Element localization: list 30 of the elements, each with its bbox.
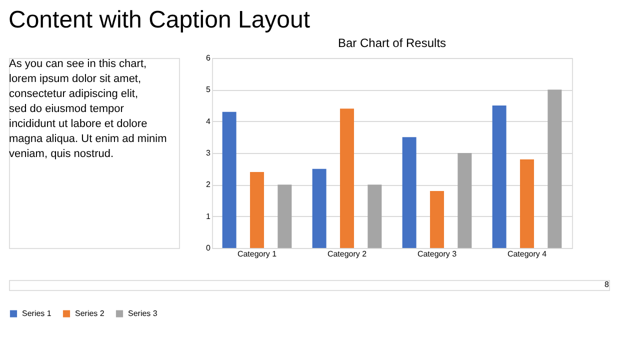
bar xyxy=(368,184,382,248)
y-tick-label: 3 xyxy=(206,148,212,158)
legend-label: Series 1 xyxy=(22,308,52,318)
bar xyxy=(430,191,444,248)
y-tick-label: 6 xyxy=(206,54,212,62)
bar xyxy=(312,168,326,248)
x-tick-label: Category 3 xyxy=(417,250,458,258)
bar xyxy=(548,90,562,248)
y-tick-label: 2 xyxy=(206,180,212,190)
bar xyxy=(492,106,506,248)
y-tick-label: 1 xyxy=(206,212,212,221)
x-tick-label: Category 1 xyxy=(237,250,278,258)
x-tick-label: Category 4 xyxy=(507,250,548,258)
x-tick-label: Category 2 xyxy=(327,250,368,258)
text: Content with Caption Layout xyxy=(8,6,310,34)
bar xyxy=(402,137,416,248)
y-tick-label: 5 xyxy=(206,85,212,94)
legend-label: Series 2 xyxy=(75,308,105,318)
bar xyxy=(278,184,292,248)
bar xyxy=(222,112,236,248)
bar xyxy=(250,172,264,248)
legend-label: Series 3 xyxy=(128,308,158,318)
bar xyxy=(458,153,472,248)
bar xyxy=(340,108,354,248)
y-tick-label: 4 xyxy=(206,116,212,126)
text: 8 xyxy=(604,280,610,289)
bar xyxy=(520,159,534,248)
y-tick-label: 0 xyxy=(206,244,212,252)
chart-title: Bar Chart of Results xyxy=(338,36,446,50)
text: As you can see in this chart, lorem ipsum dolor sit amet, consectetur adipiscing elit, sed do eiusmod tempor incididunt ut labore et dolore magna aliqua. Ut enim ad minim veniam, quis nostrud. xyxy=(9,58,167,160)
